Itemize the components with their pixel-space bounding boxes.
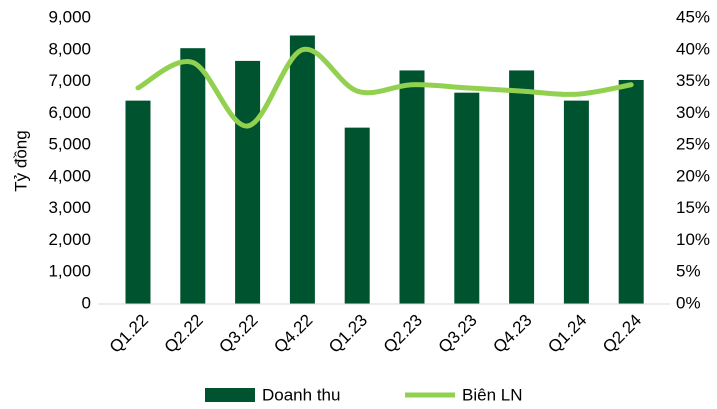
y-tick-label: 2,000 (48, 230, 91, 249)
legend-label: Biên LN (462, 385, 522, 404)
x-tick-label: Q4.23 (489, 311, 535, 357)
bar (344, 127, 370, 304)
y-tick-label: 7,000 (48, 71, 91, 90)
y-tick-label: 3,000 (48, 198, 91, 217)
y-tick-label: 8,000 (48, 39, 91, 58)
x-tick-label: Q3.22 (215, 311, 261, 357)
x-tick-label: Q2.24 (599, 311, 645, 357)
bar (509, 70, 535, 304)
y-tick-label: 1,000 (48, 262, 91, 281)
x-tick-label: Q3.23 (435, 311, 481, 357)
y-tick-label: 0 (82, 293, 91, 312)
bar (454, 92, 480, 304)
y-axis-label: Tỷ đồng (11, 130, 30, 191)
legend-label: Doanh thu (262, 385, 340, 404)
y2-tick-label: 45% (676, 7, 710, 26)
bar (180, 48, 206, 304)
bar (399, 70, 425, 304)
x-tick-label: Q1.22 (106, 311, 152, 357)
line (135, 46, 634, 129)
y-tick-label: 5,000 (48, 135, 91, 154)
y2-tick-label: 10% (676, 230, 710, 249)
y2-tick-label: 5% (676, 262, 701, 281)
x-tick-label: Q4.22 (270, 311, 316, 357)
y-tick-label: 6,000 (48, 103, 91, 122)
x-tick-label: Q1.23 (325, 311, 371, 357)
bar (125, 100, 151, 304)
y-tick-label: 9,000 (48, 7, 91, 26)
bar (235, 60, 261, 305)
y2-tick-label: 35% (676, 71, 710, 90)
y2-tick-label: 15% (676, 198, 710, 217)
y2-tick-label: 0% (676, 293, 701, 312)
x-tick-label: Q1.24 (544, 311, 590, 357)
bar (618, 79, 644, 304)
x-tick-label: Q2.22 (161, 311, 207, 357)
bar (289, 35, 315, 304)
y2-tick-label: 40% (676, 39, 710, 58)
y2-tick-label: 20% (676, 166, 710, 185)
bar (563, 100, 589, 304)
y-tick-label: 4,000 (48, 166, 91, 185)
legend-swatch (205, 388, 255, 402)
y2-tick-label: 25% (676, 135, 710, 154)
x-tick-label: Q2.23 (380, 311, 426, 357)
y2-tick-label: 30% (676, 103, 710, 122)
